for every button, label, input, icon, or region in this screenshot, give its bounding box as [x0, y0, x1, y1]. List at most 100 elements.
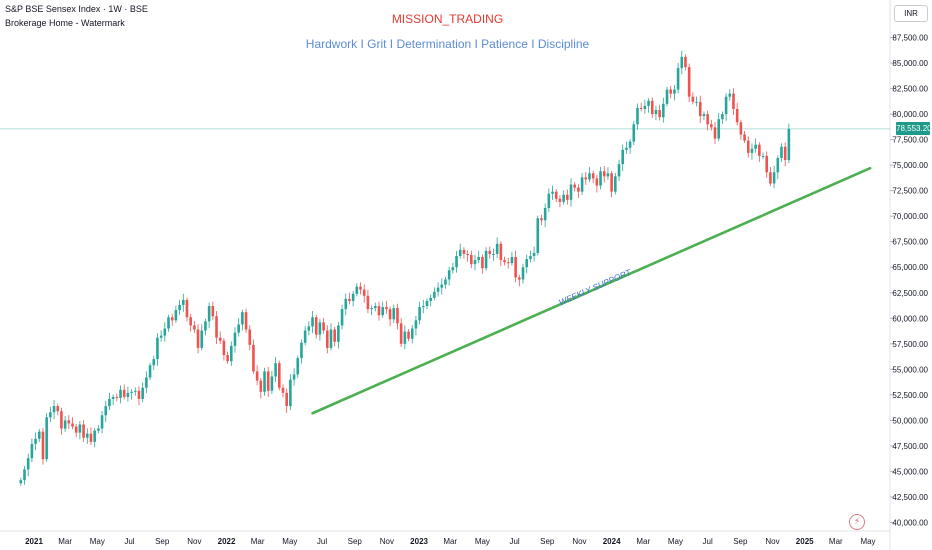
candle-body — [196, 329, 200, 348]
candle-body — [447, 270, 451, 280]
candle-body — [662, 103, 665, 118]
x-tick-label: 2023 — [410, 537, 428, 546]
candle-body — [252, 344, 255, 372]
lightning-icon[interactable]: ⚡ — [849, 514, 865, 530]
candle-body — [49, 412, 52, 418]
x-tick-label: Mar — [251, 537, 265, 546]
candle-body — [518, 277, 521, 280]
candle-body — [82, 424, 85, 438]
x-tick-label: May — [860, 537, 875, 546]
candle-body — [558, 198, 562, 202]
currency-badge[interactable]: INR — [894, 5, 928, 22]
x-tick-label: Sep — [348, 537, 363, 546]
candle-body — [277, 363, 281, 388]
x-tick-label: 2025 — [796, 537, 814, 546]
candle-body — [595, 178, 599, 186]
y-tick-label: 60,000.00 — [892, 314, 928, 323]
candle-body — [170, 317, 174, 321]
candle-body — [52, 406, 56, 413]
candle-body — [71, 423, 74, 427]
candle-body — [63, 420, 67, 429]
candle-body — [318, 322, 322, 335]
x-tick-label: Jul — [509, 537, 519, 546]
watermark-source-label: Brokerage Home - Watermark — [5, 18, 125, 28]
candle-body — [606, 173, 610, 177]
x-tick-label: 2024 — [603, 537, 621, 546]
candle-body — [148, 365, 152, 378]
candle-body — [418, 307, 421, 321]
candle-body — [97, 428, 100, 431]
candle-body — [470, 254, 473, 265]
candle-body — [562, 194, 565, 202]
candle-body — [554, 191, 558, 199]
candle-body — [676, 68, 680, 90]
candle-body — [492, 253, 495, 255]
candle-body — [451, 267, 455, 271]
candle-body — [348, 298, 351, 301]
candle-body — [122, 389, 126, 397]
candle-body — [388, 309, 392, 320]
candle-body — [481, 257, 484, 269]
watermark-tagline: Hardwork I Grit I Determination I Patien… — [305, 37, 590, 51]
y-tick-label: 45,000.00 — [892, 467, 928, 476]
candle-body — [514, 257, 517, 278]
candle-body — [614, 176, 617, 192]
candle-body — [322, 322, 325, 331]
candle-body — [189, 317, 192, 326]
candle-body — [735, 108, 739, 123]
candle-body — [237, 324, 240, 333]
y-tick-label: 67,500.00 — [892, 238, 928, 247]
candle-body — [248, 329, 252, 345]
candle-body — [178, 305, 181, 311]
candle-body — [721, 114, 724, 120]
weekly-support-label: WEEKLY SUPPORT — [557, 267, 633, 308]
candle-body — [396, 308, 399, 324]
y-tick-label: 70,000.00 — [892, 212, 928, 221]
candle-body — [695, 101, 698, 103]
candle-body — [156, 337, 159, 360]
candle-body — [355, 286, 359, 294]
x-tick-label: Jul — [317, 537, 327, 546]
candle-body — [529, 256, 532, 260]
candle-body — [78, 424, 82, 433]
candle-body — [628, 141, 632, 148]
candle-body — [392, 308, 396, 320]
candle-body — [610, 173, 613, 192]
candle-body — [739, 122, 743, 135]
candle-body — [414, 320, 418, 329]
y-tick-label: 40,000.00 — [892, 519, 928, 528]
candle-body — [296, 358, 300, 375]
x-tick-label: Mar — [58, 537, 72, 546]
candle-body — [255, 371, 259, 381]
candle-body — [385, 307, 388, 310]
candle-body — [337, 325, 340, 342]
candle-body — [174, 310, 178, 321]
candle-body — [159, 335, 163, 338]
candle-body — [691, 96, 695, 102]
candle-body — [137, 390, 141, 399]
candle-body — [300, 342, 303, 359]
candle-body — [285, 392, 288, 407]
x-tick-label: 2021 — [25, 537, 43, 546]
candle-body — [34, 438, 37, 444]
candle-body — [584, 177, 588, 180]
candle-body — [532, 252, 536, 257]
candle-body — [307, 326, 311, 331]
y-tick-label: 42,500.00 — [892, 493, 928, 502]
candle-body — [259, 380, 263, 392]
candle-body — [444, 279, 447, 285]
candle-body — [462, 249, 466, 254]
candle-body — [687, 67, 691, 97]
candle-body — [713, 127, 717, 139]
candle-body — [329, 329, 333, 348]
candle-body — [89, 433, 93, 442]
symbol-title[interactable]: S&P BSE Sensex Index · 1W · BSE — [5, 4, 148, 14]
candle-body — [503, 260, 506, 263]
candle-body — [673, 89, 676, 94]
candle-body — [211, 306, 215, 317]
weekly-support-trendline — [311, 166, 872, 415]
candle-body — [684, 56, 687, 68]
candle-body — [669, 89, 673, 94]
candle-body — [381, 307, 384, 316]
